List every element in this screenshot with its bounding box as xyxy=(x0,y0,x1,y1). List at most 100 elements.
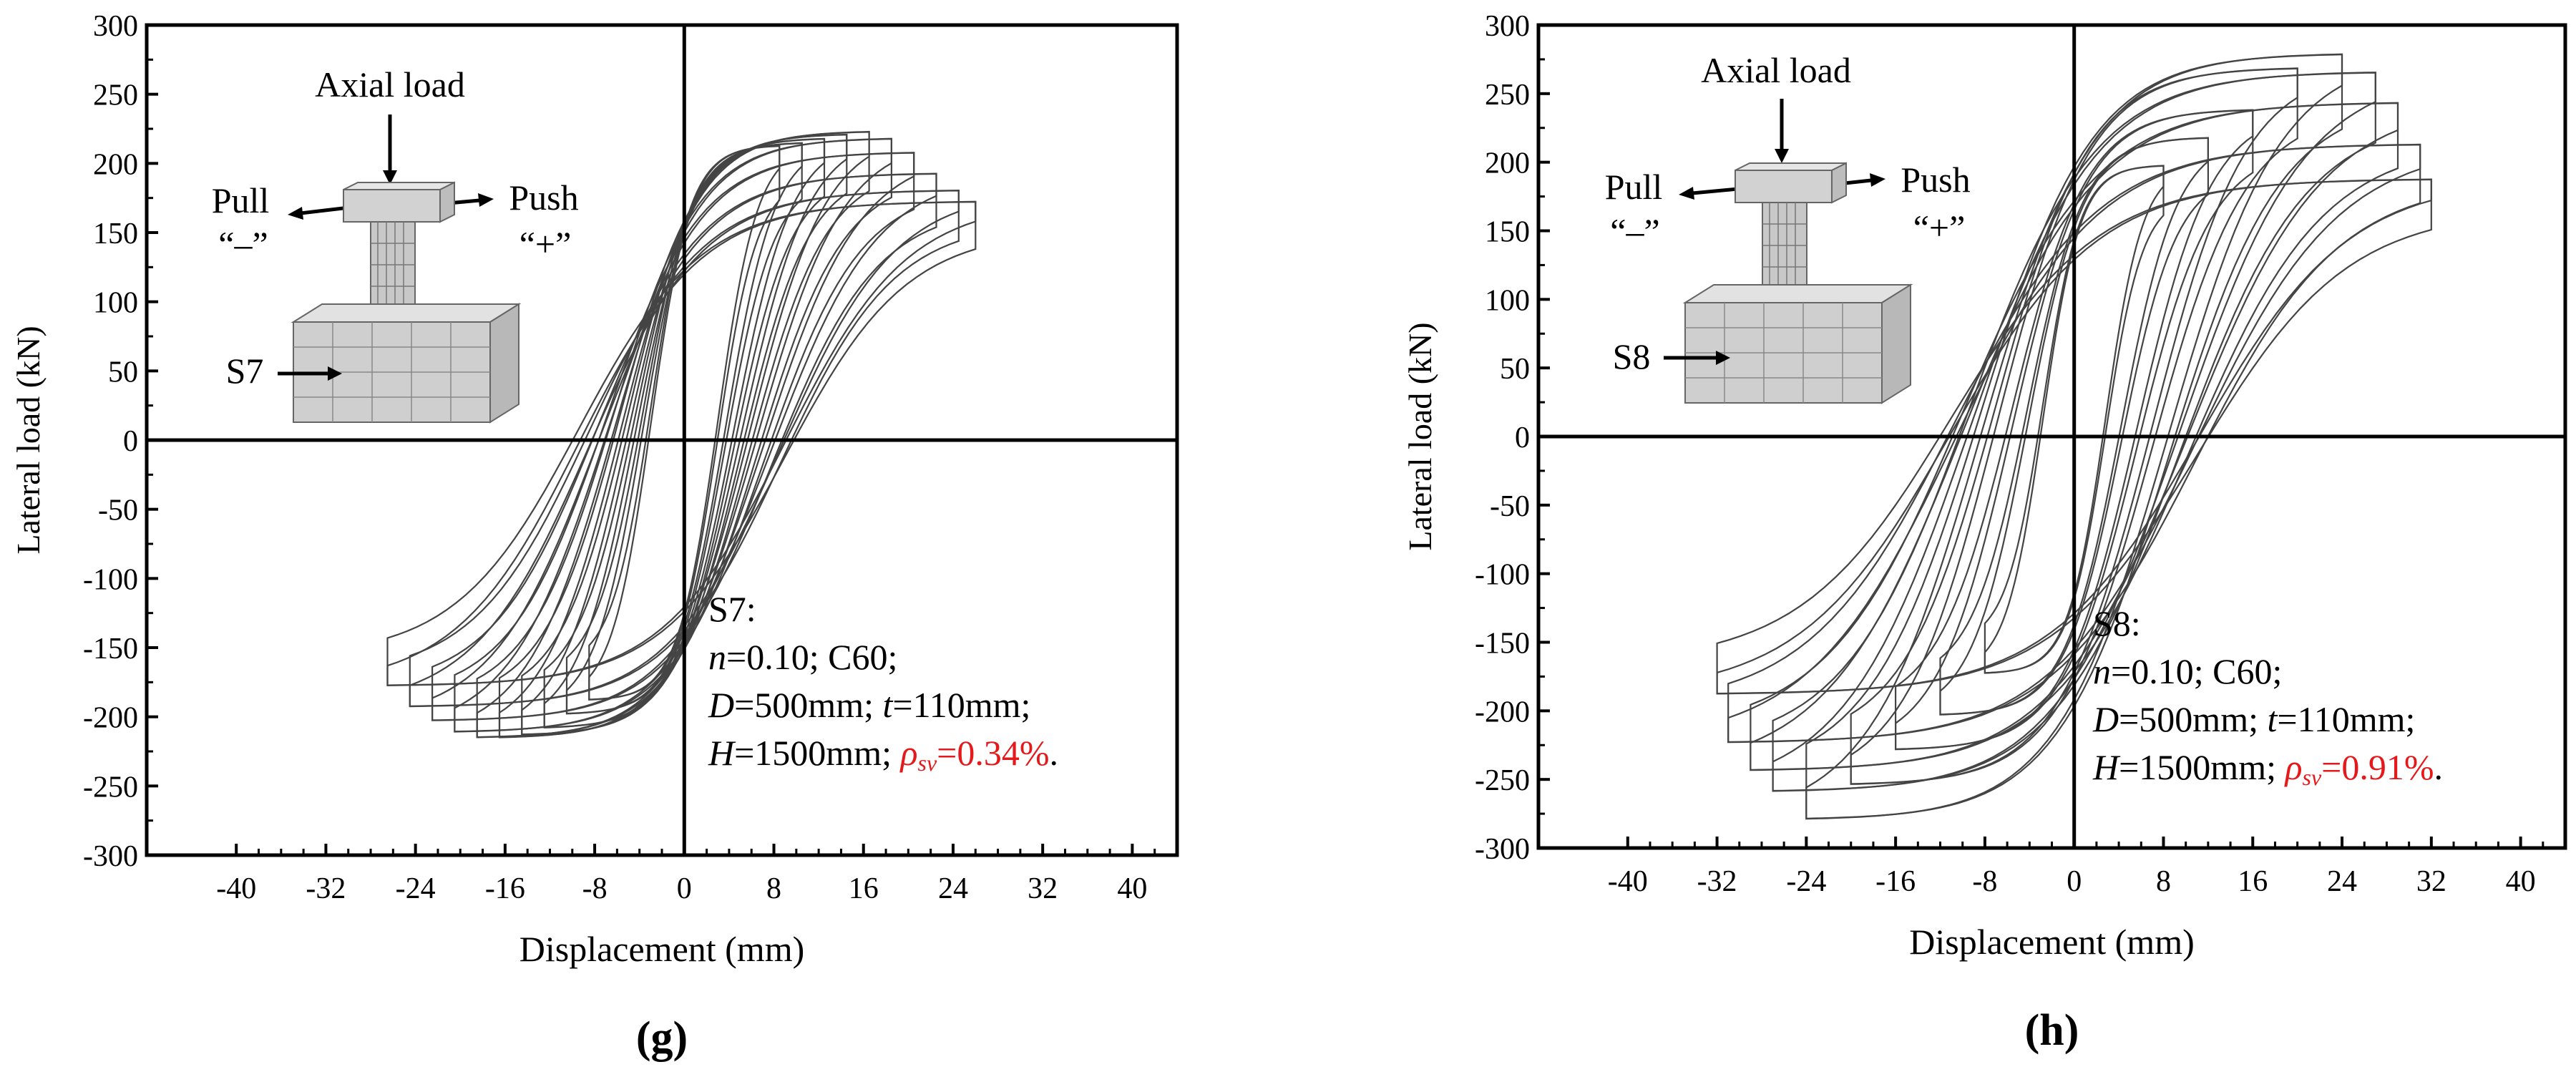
push-sign: “+” xyxy=(1913,208,1966,248)
y-tick-label: 200 xyxy=(93,148,138,181)
param-line-4: H=1500mm; ρsv=0.34%. xyxy=(708,733,1058,776)
x-tick-label: -16 xyxy=(1875,865,1916,898)
pull-arrowhead-icon xyxy=(288,207,303,220)
hysteresis-loop xyxy=(386,200,977,686)
x-tick-label: -32 xyxy=(306,872,346,905)
y-tick-label: 100 xyxy=(93,287,138,320)
param-line-3: D=500mm; t=110mm; xyxy=(2092,699,2415,739)
x-tick-label: 32 xyxy=(2416,865,2446,898)
y-axis-ticks: -300 -250 -200 -150 -100 -50 0 50 100 150 200 250 30… xyxy=(83,10,158,873)
pull-label: Pull xyxy=(1605,167,1663,207)
hysteresis-curves xyxy=(386,130,977,739)
x-axis-ticks: -40 -32 -24 -16 -8 0 8 16 24 32 40 xyxy=(216,844,1156,905)
push-arrowhead-icon xyxy=(478,193,494,207)
x-tick-label: 40 xyxy=(1117,872,1147,905)
y-tick-label: -300 xyxy=(1475,833,1530,866)
x-tick-label: 16 xyxy=(2238,865,2268,898)
specimen-arrowhead-icon xyxy=(328,366,342,381)
x-tick-label: 24 xyxy=(2327,865,2357,898)
hysteresis-loop xyxy=(409,190,960,707)
x-tick-label: 24 xyxy=(938,872,968,905)
column-model-icon xyxy=(291,181,522,424)
panel-label: (h) xyxy=(2025,1006,2079,1055)
axial-load-label: Axial load xyxy=(315,64,465,104)
y-tick-label: 300 xyxy=(1485,10,1530,43)
y-axis-ticks: -300 -250 -200 -150 -100 -50 0 50 100 150 200 250 30… xyxy=(1475,10,1550,866)
y-tick-label: -250 xyxy=(83,771,138,804)
param-line-1: S7: xyxy=(708,589,756,629)
specimen-inset: Axial load Pull “–” Push “+” xyxy=(1605,50,1971,404)
push-sign: “+” xyxy=(519,224,572,264)
pull-sign: “–” xyxy=(1610,211,1659,251)
x-tick-label: -40 xyxy=(1608,865,1648,898)
chart-panel-h: -300 -250 -200 -150 -100 -50 0 50 100 150 200 250 30… xyxy=(1402,10,2567,1055)
y-tick-label: -150 xyxy=(83,633,138,666)
y-tick-label: 0 xyxy=(1515,421,1530,454)
zero-axes xyxy=(1538,25,2565,848)
pull-arrowhead-icon xyxy=(1679,187,1694,200)
y-tick-label: 0 xyxy=(123,425,138,458)
y-tick-label: 250 xyxy=(1485,79,1530,112)
x-tick-label: -32 xyxy=(1697,865,1737,898)
hysteresis-loop xyxy=(1716,178,2432,695)
x-axis-label: Displacement (mm) xyxy=(1909,922,2195,962)
y-tick-label: -100 xyxy=(1475,559,1530,592)
panel-label: (g) xyxy=(636,1013,688,1062)
push-label: Push xyxy=(509,177,578,218)
y-tick-label: -200 xyxy=(83,702,138,735)
x-tick-label: 8 xyxy=(766,872,781,905)
x-tick-label: -16 xyxy=(485,872,525,905)
pull-sign: “–” xyxy=(218,224,268,264)
param-line-3: D=500mm; t=110mm; xyxy=(708,685,1030,725)
hysteresis-loop xyxy=(498,131,870,739)
push-label: Push xyxy=(1901,160,1970,200)
y-tick-label: 150 xyxy=(93,218,138,250)
x-tick-label: -24 xyxy=(1786,865,1826,898)
x-axis-ticks: -40 -32 -24 -16 -8 0 8 16 24 32 40 xyxy=(1608,837,2545,898)
specimen-label: S8 xyxy=(1613,336,1651,376)
x-tick-label: 0 xyxy=(2067,865,2082,898)
param-line-2: n=0.10; C60; xyxy=(2093,651,2282,691)
y-tick-label: 50 xyxy=(1500,353,1530,386)
x-tick-label: 32 xyxy=(1028,872,1058,905)
y-tick-label: -300 xyxy=(83,840,138,873)
specimen-label: S7 xyxy=(226,351,264,391)
hysteresis-curves xyxy=(1716,53,2432,820)
y-tick-label: 250 xyxy=(93,79,138,112)
hysteresis-loop xyxy=(1727,144,2421,744)
y-tick-label: 50 xyxy=(108,356,138,389)
axial-arrowhead-icon xyxy=(1775,149,1789,163)
hysteresis-loop xyxy=(1805,54,2343,819)
x-tick-label: -8 xyxy=(1972,865,1997,898)
y-tick-label: 150 xyxy=(1485,216,1530,249)
column-model-icon xyxy=(1682,162,1913,404)
x-tick-label: -40 xyxy=(216,872,256,905)
y-axis-label: Lateral load (kN) xyxy=(10,326,47,554)
hysteresis-loop xyxy=(1984,165,2165,674)
y-tick-label: -250 xyxy=(1475,764,1530,797)
hysteresis-loop xyxy=(1850,67,2298,785)
y-tick-label: -100 xyxy=(83,563,138,596)
x-tick-label: 8 xyxy=(2156,865,2171,898)
y-tick-label: -200 xyxy=(1475,696,1530,728)
pull-label: Pull xyxy=(212,180,270,220)
hysteresis-loop xyxy=(1939,137,2209,716)
specimen-arrowhead-icon xyxy=(1716,351,1730,365)
specimen-parameters: S8: n=0.10; C60; D=500mm; t=110mm; H=150… xyxy=(2092,603,2443,790)
y-tick-label: -50 xyxy=(1490,490,1530,523)
x-tick-label: -8 xyxy=(582,872,608,905)
y-axis-label: Lateral load (kN) xyxy=(1402,322,1438,550)
chart-panel-g: -300 -250 -200 -150 -100 -50 0 50 100 150 200 250 30… xyxy=(10,10,1179,1062)
specimen-parameters: S7: n=0.10; C60; D=500mm; t=110mm; H=150… xyxy=(708,589,1058,776)
x-tick-label: 40 xyxy=(2506,865,2536,898)
axial-arrowhead-icon xyxy=(383,170,397,185)
specimen-inset: Axial load Pull “–” Push “+” xyxy=(212,64,579,424)
y-tick-label: -150 xyxy=(1475,628,1530,661)
hysteresis-loop xyxy=(565,142,803,715)
y-tick-label: -50 xyxy=(98,494,138,527)
hysteresis-loop xyxy=(521,134,848,736)
y-tick-label: 100 xyxy=(1485,284,1530,317)
x-tick-label: 16 xyxy=(849,872,879,905)
x-tick-label: 0 xyxy=(677,872,692,905)
